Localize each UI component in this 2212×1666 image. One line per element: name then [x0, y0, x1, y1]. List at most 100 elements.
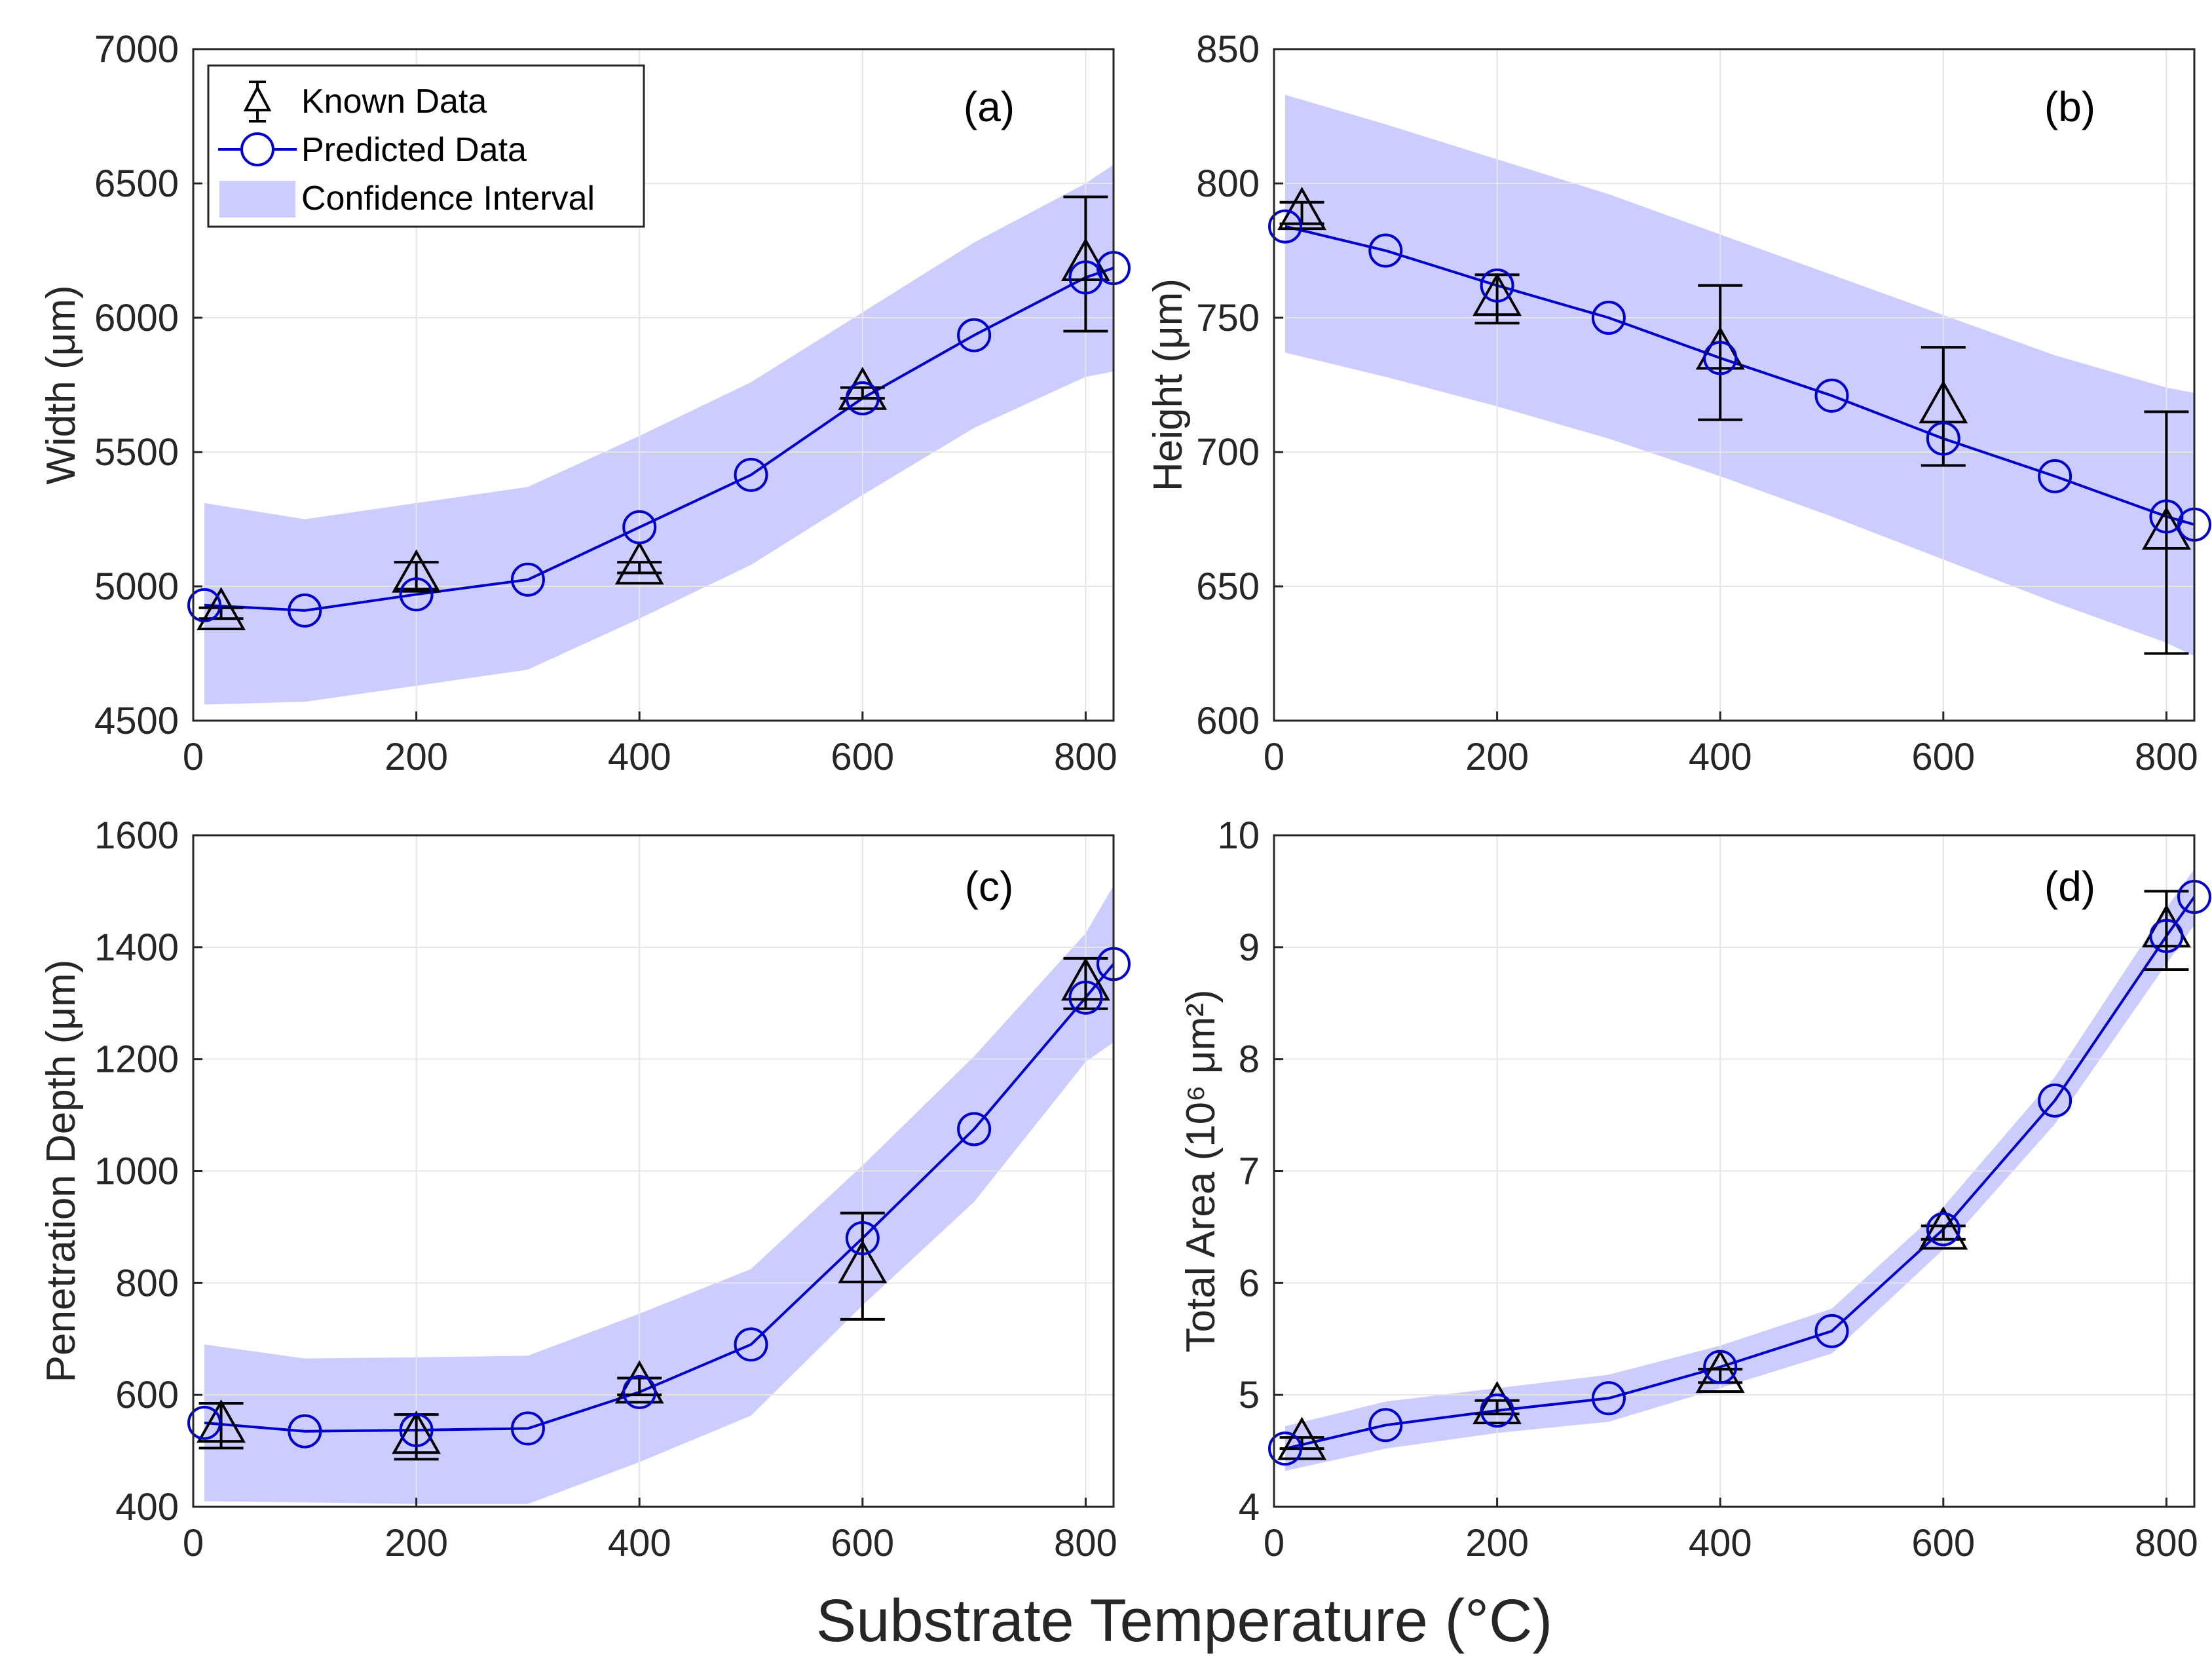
predicted-marker	[622, 510, 657, 544]
x-tick-label: 800	[1054, 736, 1117, 778]
legend-item-known: Known Data	[243, 81, 487, 123]
confidence-band	[1285, 94, 2194, 656]
predicted-line	[1284, 225, 2195, 526]
predicted-marker	[399, 1412, 434, 1447]
y-axis-label: Height (μm)	[1146, 278, 1191, 491]
predicted-marker	[288, 1414, 322, 1448]
panel-label: (d)	[2044, 863, 2095, 910]
confidence-band	[1285, 869, 2194, 1471]
y-tick-label: 6000	[94, 297, 179, 339]
predicted-marker	[734, 1327, 768, 1362]
y-tick-label: 800	[115, 1262, 179, 1304]
x-tick-label: 400	[608, 736, 671, 778]
x-tick-label: 0	[183, 736, 204, 778]
legend-label-ci: Confidence Interval	[301, 180, 595, 218]
x-tick-label: 200	[1465, 1522, 1529, 1564]
y-tick-label: 7	[1239, 1150, 1260, 1193]
y-tick-label: 4500	[94, 700, 179, 742]
known-marker	[838, 1240, 888, 1283]
known-marker	[197, 1399, 246, 1443]
predicted-marker	[1703, 1350, 1738, 1384]
chart-panel-b: 0 200 400 600 800 600 650 700 750 800 850 Height (μ…	[1146, 28, 2211, 778]
known-marker	[1060, 237, 1110, 281]
known-point	[838, 1211, 888, 1321]
known-point	[1277, 1416, 1327, 1460]
predicted-marker	[187, 1405, 222, 1440]
legend-item-ci: Confidence Interval	[219, 180, 595, 218]
y-axis-label: Width (μm)	[39, 285, 84, 484]
legend-label-known: Known Data	[301, 83, 487, 121]
predicted-marker	[1268, 209, 1303, 244]
predicted-marker	[845, 1221, 880, 1255]
predicted-marker	[1814, 1314, 1849, 1348]
y-tick-label: 4	[1239, 1486, 1260, 1528]
y-tick-label: 1600	[94, 814, 179, 857]
known-point	[614, 541, 664, 585]
y-tick-label: 700	[1196, 431, 1260, 474]
y-tick-label: 400	[115, 1486, 179, 1528]
known-marker	[1472, 1380, 1522, 1424]
legend-circle-icon	[240, 132, 274, 166]
y-tick-label: 9	[1239, 926, 1260, 969]
y-tick-label: 1200	[94, 1038, 179, 1081]
y-tick-label: 5	[1239, 1374, 1260, 1416]
x-tick-label: 0	[183, 1522, 204, 1564]
predicted-marker	[957, 318, 992, 352]
x-tick-label: 600	[831, 736, 894, 778]
x-axis-label: Substrate Temperature (°C)	[816, 1587, 1552, 1654]
y-tick-label: 5000	[94, 565, 179, 608]
x-tick-label: 200	[1465, 736, 1529, 778]
y-tick-label: 6	[1239, 1262, 1260, 1304]
predicted-marker	[1591, 1381, 1626, 1416]
x-tick-label: 400	[608, 1522, 671, 1564]
known-marker	[614, 541, 664, 585]
chart-panel-a: 0 200 400 600 800 4500 5000 5500 6000 6500 7000 Wid…	[39, 28, 1131, 778]
predicted-marker	[1268, 1431, 1303, 1466]
known-point	[392, 1410, 441, 1461]
y-tick-label: 6500	[94, 162, 179, 205]
predicted-marker	[1480, 268, 1514, 303]
predicted-marker	[2149, 918, 2184, 953]
y-tick-label: 1000	[94, 1150, 179, 1193]
known-marker	[392, 1410, 441, 1454]
chart-panel-d: 0 200 400 600 800 4 5 6 7 8 9 10 Total Area (10⁶ μm²…	[1178, 814, 2211, 1564]
predicted-marker	[1703, 341, 1738, 375]
y-tick-label: 8	[1239, 1038, 1260, 1081]
known-marker	[197, 586, 246, 630]
chart-panel-c: 0 200 400 600 800 400 600 800 1000 1200 1400 1600 Pe…	[39, 814, 1131, 1564]
x-tick-label: 800	[2135, 736, 2198, 778]
known-point	[1060, 956, 1110, 1010]
predicted-marker	[1480, 1393, 1514, 1428]
y-tick-label: 7000	[94, 28, 179, 71]
predicted-marker	[734, 457, 768, 492]
y-tick-label: 850	[1196, 28, 1260, 71]
y-axis-label: Penetration Depth (μm)	[39, 960, 84, 1383]
x-tick-label: 200	[384, 736, 448, 778]
predicted-marker	[1368, 233, 1403, 268]
confidence-band	[204, 164, 1114, 705]
known-marker	[1277, 1416, 1327, 1460]
x-tick-label: 200	[384, 1522, 448, 1564]
legend-label-predicted: Predicted Data	[301, 131, 527, 169]
predicted-marker	[2038, 459, 2072, 493]
legend-triangle-icon	[243, 85, 272, 111]
y-tick-label: 1400	[94, 926, 179, 969]
axes-box	[1273, 48, 2196, 722]
legend-item-predicted: Predicted Data	[218, 131, 527, 169]
predicted-marker	[957, 1112, 992, 1146]
legend-swatch-icon	[219, 181, 295, 218]
y-tick-label: 600	[1196, 700, 1260, 742]
x-tick-label: 0	[1264, 1522, 1284, 1564]
panel-label: (b)	[2044, 83, 2095, 130]
legend: Known Data Predicted Data Confidence Inter…	[207, 64, 645, 228]
x-tick-label: 600	[831, 1522, 894, 1564]
predicted-marker	[622, 1374, 657, 1409]
y-tick-label: 5500	[94, 431, 179, 474]
axes-box	[192, 48, 1115, 722]
predicted-marker	[1926, 421, 1960, 456]
y-tick-label: 650	[1196, 565, 1260, 608]
known-marker	[1060, 957, 1110, 1001]
predicted-line	[1284, 896, 2196, 1450]
predicted-marker	[187, 588, 222, 622]
